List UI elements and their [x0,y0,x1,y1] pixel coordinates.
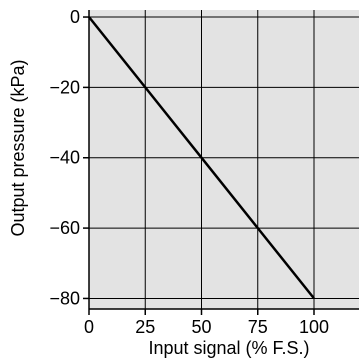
y-tick-label: −20 [49,77,80,97]
x-axis-label: Input signal (% F.S.) [148,338,309,358]
y-tick-label: −60 [49,218,80,238]
x-tick-label: 0 [84,317,94,337]
series-line [88,16,315,300]
plot-area [89,10,359,309]
x-tick-label: 75 [248,317,268,337]
series-group [88,16,315,300]
x-tick-labels: 0 25 50 75 100 [84,309,329,337]
x-tick-label: 25 [135,317,155,337]
y-axis-label: Output pressure (kPa) [8,59,28,236]
y-tick-label: −80 [49,288,80,308]
x-tick-label: 100 [299,317,329,337]
y-tick-label: 0 [70,7,80,27]
x-tick-label: 50 [191,317,211,337]
y-tick-label: −40 [49,148,80,168]
y-tick-labels: 0 −20 −40 −60 −80 [49,7,89,308]
